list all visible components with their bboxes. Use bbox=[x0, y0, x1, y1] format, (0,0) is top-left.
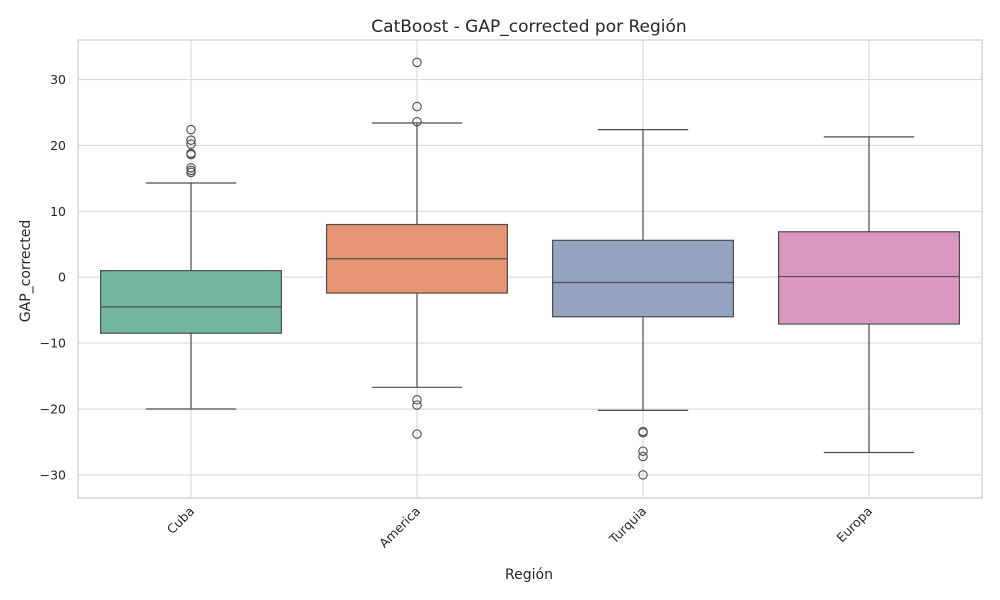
box-america bbox=[326, 57, 509, 439]
box-europa bbox=[777, 136, 960, 454]
outlier-point bbox=[186, 135, 196, 145]
y-tick-label: 20 bbox=[50, 138, 66, 153]
box-cuba bbox=[99, 124, 283, 410]
y-axis-label: GAP_corrected bbox=[18, 220, 34, 322]
y-tick-label: −10 bbox=[40, 336, 66, 351]
x-tick-label: Europa bbox=[833, 504, 875, 546]
outlier-point bbox=[186, 149, 196, 160]
box-turquia bbox=[551, 129, 734, 480]
outlier-point bbox=[412, 57, 422, 68]
box-iqr bbox=[777, 231, 960, 325]
x-tick-label: Turquia bbox=[606, 504, 650, 548]
outlier-point bbox=[186, 167, 196, 178]
x-ticks: Cuba America Turquia Europa bbox=[164, 504, 875, 551]
x-tick-label: Cuba bbox=[164, 504, 197, 537]
outlier-point bbox=[412, 116, 422, 127]
outlier-point bbox=[186, 124, 196, 135]
x-tick-label: America bbox=[376, 504, 423, 551]
y-tick-label: −30 bbox=[40, 467, 66, 482]
outlier-point bbox=[412, 400, 422, 410]
outlier-point bbox=[638, 428, 648, 438]
outlier-point bbox=[638, 451, 648, 462]
box-iqr bbox=[551, 239, 734, 318]
outlier-point bbox=[638, 470, 648, 480]
y-tick-label: 30 bbox=[50, 72, 66, 87]
outlier-point bbox=[186, 139, 196, 149]
y-ticks: −30 −20 −10 0 10 20 30 bbox=[40, 72, 66, 482]
outlier-point bbox=[638, 446, 648, 456]
y-tick-label: −20 bbox=[40, 402, 66, 417]
outlier-point bbox=[412, 429, 422, 439]
chart-title: CatBoost - GAP_corrected por Región bbox=[371, 17, 686, 37]
outlier-point bbox=[186, 163, 196, 173]
box-iqr bbox=[99, 270, 283, 334]
y-tick-label: 10 bbox=[50, 204, 66, 219]
outlier-point bbox=[412, 101, 422, 112]
boxes bbox=[99, 57, 960, 480]
y-tick-label: 0 bbox=[58, 270, 66, 285]
x-axis-label: Región bbox=[505, 567, 553, 583]
plot-frame bbox=[77, 39, 983, 499]
outlier-point bbox=[412, 395, 422, 405]
